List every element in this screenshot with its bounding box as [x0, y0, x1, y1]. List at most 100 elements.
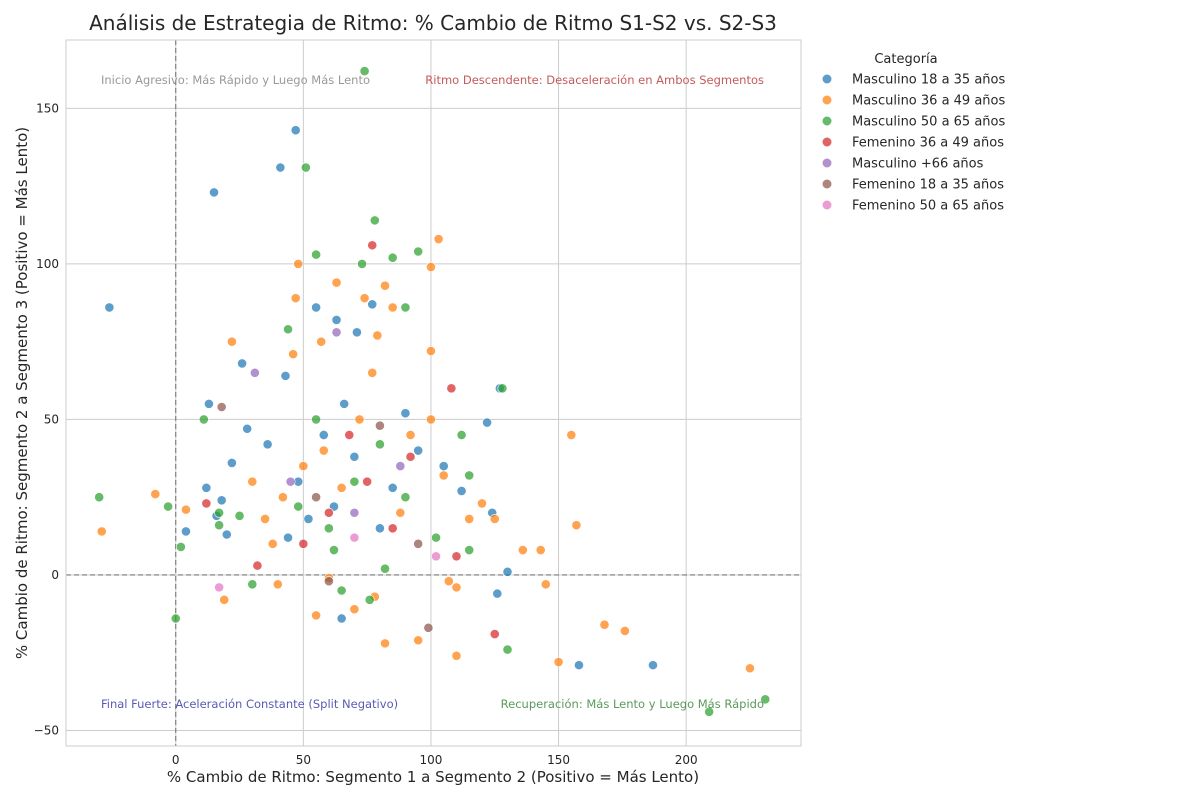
data-point [745, 663, 755, 674]
x-tick-label: 0 [172, 753, 180, 767]
data-point [252, 560, 263, 571]
data-point [247, 579, 258, 590]
y-tick-label: 100 [36, 257, 59, 271]
data-point [150, 489, 161, 499]
data-point [482, 417, 492, 428]
data-point [311, 414, 322, 425]
chart-title: Análisis de Estrategia de Ritmo: % Cambi… [89, 11, 777, 35]
data-point [318, 445, 329, 456]
legend: Categoría Masculino 18 a 35 años Masculin… [821, 52, 1005, 214]
y-tick-label: 0 [51, 568, 59, 582]
data-point [226, 458, 237, 468]
data-point [349, 476, 360, 487]
legend-marker [821, 199, 833, 211]
data-point [275, 162, 286, 173]
data-point [367, 367, 378, 378]
data-point [599, 619, 610, 630]
data-point [359, 293, 370, 304]
data-point [96, 526, 107, 537]
data-point [372, 330, 383, 341]
data-point [446, 383, 457, 394]
data-point [336, 613, 347, 624]
x-tick-label: 200 [675, 753, 698, 767]
data-point [247, 476, 258, 487]
data-point [201, 498, 212, 509]
data-point [489, 514, 500, 524]
data-point [405, 430, 416, 440]
data-point [293, 259, 304, 269]
data-point [303, 514, 314, 524]
quadrant-annotations: Inicio Agresivo: Más Rápido y Luego Más … [101, 73, 764, 711]
data-point [395, 507, 406, 518]
tick-labels: 0 50 100 150 200 −50 0 50 100 150 [34, 101, 698, 767]
data-point [198, 414, 209, 425]
data-point [413, 538, 424, 549]
data-point [400, 408, 411, 419]
data-point [648, 660, 658, 671]
quadrant-annotation: Ritmo Descendente: Desaceleración en Amb… [425, 73, 764, 87]
data-point [221, 529, 232, 540]
data-point [400, 302, 411, 313]
data-point [331, 277, 342, 288]
data-point [219, 594, 230, 605]
data-point [288, 349, 299, 360]
data-point [349, 451, 360, 462]
data-point [260, 514, 270, 524]
data-point [362, 476, 373, 487]
data-point [364, 594, 375, 605]
legend-label: Femenino 36 a 49 años [852, 136, 1004, 151]
data-point [216, 495, 227, 506]
data-point [464, 545, 475, 555]
data-point [181, 526, 191, 537]
data-point [242, 423, 253, 434]
legend-marker [821, 178, 833, 190]
data-point [540, 579, 551, 590]
y-tick-label: −50 [34, 723, 59, 737]
data-point [387, 252, 398, 263]
data-point [323, 507, 334, 518]
quadrant-annotation: Recuperación: Más Lento y Luego Más Rápi… [501, 697, 764, 711]
legend-label: Masculino 36 a 49 años [852, 94, 1005, 109]
data-point [298, 461, 309, 471]
x-axis-label: % Cambio de Ritmo: Segmento 1 a Segmento… [167, 768, 699, 786]
data-point [318, 430, 329, 440]
legend-marker [821, 115, 833, 127]
x-tick-label: 100 [419, 753, 442, 767]
data-point [492, 588, 503, 599]
data-point [283, 324, 293, 335]
data-point [234, 510, 245, 521]
legend-label: Masculino 50 a 65 años [852, 115, 1005, 130]
legend-marker [821, 136, 833, 148]
data-point [431, 532, 441, 543]
data-point [181, 504, 191, 515]
data-point [214, 507, 225, 518]
legend-label: Masculino +66 años [852, 157, 984, 172]
plot-frame [65, 39, 802, 747]
data-point [620, 626, 630, 636]
data-point [262, 439, 273, 450]
data-point [423, 622, 434, 633]
data-point [517, 545, 528, 555]
data-point [349, 532, 360, 543]
data-point [502, 644, 513, 655]
data-point [357, 259, 367, 269]
data-point [426, 414, 436, 425]
data-point [311, 610, 322, 621]
data-point [316, 336, 327, 347]
data-point [553, 657, 564, 667]
data-point [375, 420, 385, 431]
data-point [760, 694, 771, 705]
data-point [298, 538, 309, 549]
data-point [413, 635, 424, 646]
data-point [431, 551, 441, 562]
data-point [285, 476, 296, 487]
data-point [104, 302, 115, 313]
data-point [369, 215, 380, 226]
quadrant-annotation: Inicio Agresivo: Más Rápido y Luego Más … [101, 73, 370, 87]
data-point [226, 336, 237, 347]
data-point [395, 461, 406, 471]
data-point [329, 545, 339, 555]
data-point [336, 585, 347, 596]
data-point [464, 514, 475, 524]
data-point [413, 246, 424, 257]
